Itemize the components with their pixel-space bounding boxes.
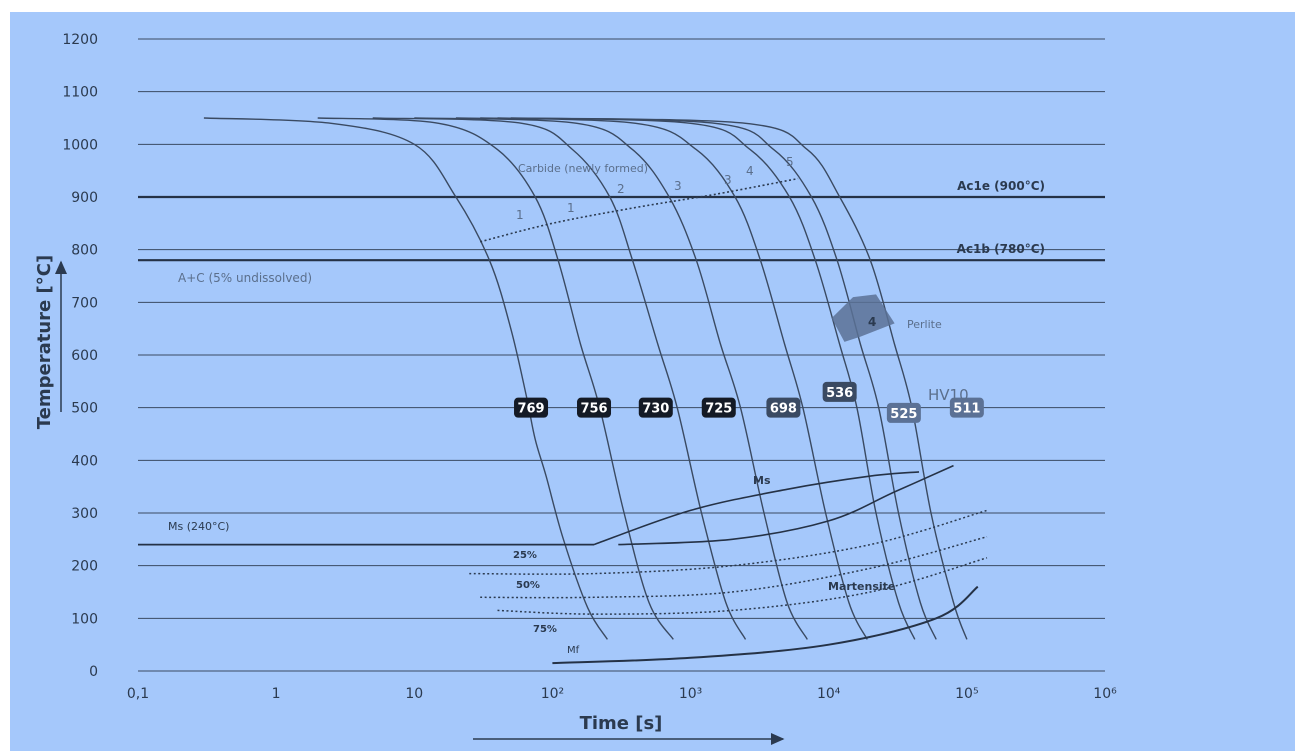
hardness-badge-value: 725 (705, 402, 732, 417)
hardness-badge-value: 756 (580, 402, 607, 417)
y-tick-label: 300 (71, 506, 98, 522)
perlite-region (831, 294, 895, 342)
cooling-curve (372, 117, 747, 640)
region-label: Perlite (907, 318, 942, 331)
y-tick-label: 100 (71, 611, 98, 627)
hardness-badge (701, 397, 736, 418)
region-label: 25% (513, 550, 537, 561)
martensite-percent-line (480, 535, 988, 599)
cooling-curve (317, 117, 674, 640)
transformation-lines (138, 177, 988, 665)
x-tick-label: 10⁶ (1093, 686, 1117, 702)
region-label: 50% (516, 580, 540, 591)
y-tick-label: 800 (71, 243, 98, 259)
y-tick-label: 400 (71, 453, 98, 469)
y-tick-label: 200 (71, 559, 98, 575)
hardness-badge-value: 536 (826, 386, 853, 401)
chart-annotations: A+C (5% undissolved) Carbide (newly forme… (168, 155, 969, 656)
x-tick-label: 0,1 (127, 686, 149, 702)
perlite-percent-label: 4 (868, 315, 876, 329)
cooling-curve (510, 117, 968, 640)
cooling-curve-number: 3 (674, 179, 682, 193)
hardness-badge (514, 397, 549, 418)
y-tick-label: 0 (89, 664, 98, 680)
ms-lens-upper-line (593, 471, 920, 546)
region-label: HV10 (928, 386, 969, 404)
region-label: A+C (5% undissolved) (178, 271, 312, 285)
cooling-curve (203, 117, 608, 640)
region-label: Ms (240°C) (168, 520, 229, 533)
martensite-percent-line (469, 509, 988, 575)
y-tick-label: 1000 (62, 137, 98, 153)
hardness-badge (638, 397, 673, 418)
hardness-badge (949, 397, 984, 418)
region-label: Ms (753, 474, 771, 487)
hardness-badges: 769 756 730 725 698 536 525 511 (514, 381, 984, 423)
cooling-curve-number: 1 (516, 208, 524, 222)
cooling-curve (414, 117, 808, 640)
hardness-badge-value: 769 (517, 402, 544, 417)
hardness-badge-value: 730 (642, 402, 669, 417)
y-tick-label: 500 (71, 401, 98, 417)
hardness-badge-value: 511 (953, 402, 980, 417)
y-tick-label: 700 (71, 295, 98, 311)
cooling-curve-number: 2 (617, 182, 625, 196)
reference-lines: Ac1e (900°C) Ac1b (780°C) (138, 179, 1105, 262)
cooling-curve-number: 5 (786, 155, 794, 169)
y-tick-label: 600 (71, 348, 98, 364)
reference-line-label: Ac1b (780°C) (957, 242, 1045, 256)
cooling-curve-number: 3 (724, 173, 732, 187)
x-tick-label: 1 (272, 686, 281, 702)
martensite-percent-line (497, 557, 988, 615)
reference-line-label: Ac1e (900°C) (957, 179, 1045, 193)
y-tick-label: 900 (71, 190, 98, 206)
region-label: Mf (567, 645, 580, 656)
cooling-curve (455, 117, 868, 640)
x-tick-label: 10 (405, 686, 423, 702)
cooling-curve-number: 4 (746, 164, 754, 178)
hardness-badge (766, 397, 801, 418)
chart-frame: 0 100 200 300 400 500 600 700 800 900 1000 1100 1200… (10, 12, 1295, 751)
x-tick-label: 10² (541, 686, 564, 702)
cooling-curve (480, 117, 916, 640)
cooling-curve-number: 1 (567, 201, 575, 215)
y-tick-label: 1100 (62, 85, 98, 101)
mf-line (552, 585, 979, 665)
region-label: Carbide (newly formed) (518, 162, 648, 175)
cct-diagram-chart: 0 100 200 300 400 500 600 700 800 900 1000 1100 1200… (34, 32, 1117, 745)
region-label: 75% (533, 624, 557, 635)
x-tick-label: 10³ (679, 686, 702, 702)
hardness-badge-value: 698 (770, 402, 797, 417)
x-tick-label: 10⁴ (817, 686, 841, 702)
gridlines: 0 100 200 300 400 500 600 700 800 900 1000 1100 1200… (62, 32, 1117, 702)
hardness-badge (822, 381, 857, 402)
y-tick-label: 1200 (62, 32, 98, 48)
carbide-dotted-line (479, 177, 799, 243)
hardness-badge-value: 525 (890, 407, 917, 422)
ms-lens-lower-line (618, 464, 954, 546)
y-axis-title: Temperature [°C] (34, 255, 55, 429)
cooling-curves (203, 117, 968, 640)
hardness-badge (577, 397, 612, 418)
cooling-curve (497, 117, 937, 640)
x-axis-title: Time [s] (580, 713, 663, 734)
region-label: Martensite (828, 580, 895, 593)
x-tick-label: 10⁵ (955, 686, 978, 702)
hardness-badge (886, 402, 921, 423)
